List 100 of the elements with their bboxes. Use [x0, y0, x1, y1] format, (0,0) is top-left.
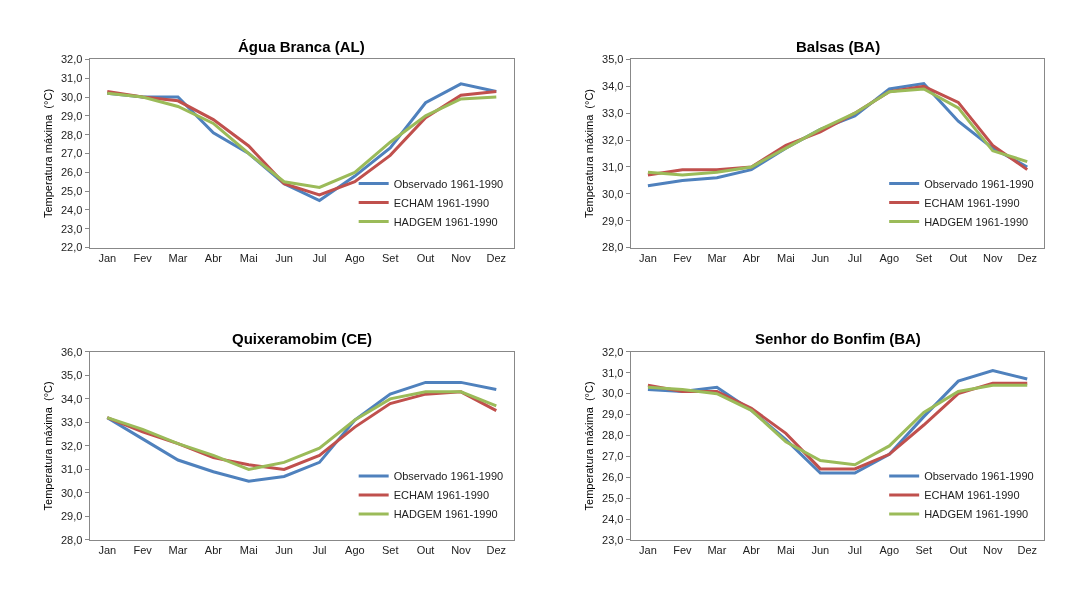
y-tick-label: 28,0 — [602, 429, 624, 442]
y-tick-label: 24,0 — [602, 512, 624, 525]
x-tick-label: Dez — [1017, 251, 1038, 264]
y-tick-label: 30,0 — [602, 387, 624, 400]
x-tick-label: Out — [949, 544, 968, 557]
y-tick-label: 29,0 — [60, 510, 83, 523]
x-tick-label: Fev — [673, 544, 693, 557]
x-tick-label: Nov — [451, 544, 472, 557]
x-tick-label: Dez — [486, 251, 507, 264]
y-tick-label: 31,0 — [60, 72, 83, 85]
y-tick-label: 33,0 — [60, 416, 83, 429]
y-tick-label: 29,0 — [602, 214, 624, 227]
y-tick-label: 32,0 — [602, 133, 624, 146]
x-tick-label: Mar — [707, 544, 727, 557]
x-tick-label: Fev — [133, 544, 153, 557]
y-tick-label: 33,0 — [602, 107, 624, 120]
chart-title: Água Branca (AL) — [238, 38, 365, 55]
x-tick-label: Ago — [879, 251, 900, 264]
y-tick-label: 28,0 — [60, 533, 83, 546]
x-tick-label: Jun — [811, 251, 830, 264]
y-tick-label: 26,0 — [602, 471, 624, 484]
legend-label: ECHAM 1961-1990 — [924, 196, 1020, 209]
legend-label: Observado 1961-1990 — [924, 177, 1034, 190]
x-tick-label: Fev — [673, 251, 693, 264]
y-tick-label: 30,0 — [602, 187, 624, 200]
x-tick-label: Dez — [1017, 544, 1038, 557]
y-axis-title: Temperatura máxima (°C) — [582, 88, 595, 219]
x-tick-label: Jun — [275, 544, 293, 557]
y-tick-label: 25,0 — [602, 492, 624, 505]
x-tick-label: Nov — [982, 544, 1004, 557]
x-tick-label: Jul — [312, 251, 327, 264]
x-tick-label: Mai — [776, 544, 795, 557]
y-tick-label: 22,0 — [60, 241, 83, 254]
y-axis-title: Temperatura máxima (°C) — [41, 381, 54, 511]
y-tick-label: 35,0 — [60, 369, 83, 382]
legend-label: ECHAM 1961-1990 — [924, 489, 1020, 502]
x-tick-label: Nov — [451, 251, 472, 264]
x-tick-label: Jul — [312, 544, 327, 557]
y-tick-label: 32,0 — [602, 345, 624, 358]
x-tick-label: Mai — [239, 544, 258, 557]
legend-label: Observado 1961-1990 — [924, 470, 1034, 483]
x-tick-label: Out — [416, 251, 435, 264]
y-tick-label: 26,0 — [60, 166, 83, 179]
x-tick-label: Abr — [742, 251, 761, 264]
x-tick-label: Ago — [345, 544, 365, 557]
y-tick-label: 31,0 — [60, 463, 83, 476]
y-tick-label: 27,0 — [602, 450, 624, 463]
x-tick-label: Mar — [168, 544, 188, 557]
y-tick-label: 30,0 — [60, 486, 83, 499]
x-tick-label: Mar — [168, 251, 188, 264]
x-tick-label: Jul — [847, 544, 862, 557]
x-tick-label: Abr — [742, 544, 761, 557]
x-tick-label: Nov — [982, 251, 1004, 264]
x-tick-label: Out — [416, 544, 435, 557]
x-tick-label: Set — [915, 251, 933, 264]
legend-label: Observado 1961-1990 — [393, 470, 504, 483]
x-tick-label: Jan — [639, 251, 657, 264]
y-tick-label: 29,0 — [60, 109, 83, 122]
x-tick-label: Dez — [486, 544, 507, 557]
y-tick-label: 28,0 — [602, 241, 624, 254]
chart-title: Senhor do Bonfim (BA) — [755, 330, 921, 347]
x-tick-label: Abr — [204, 544, 223, 557]
legend-label: ECHAM 1961-1990 — [393, 489, 490, 502]
x-tick-label: Ago — [879, 544, 900, 557]
x-tick-label: Mai — [776, 251, 795, 264]
x-tick-label: Fev — [133, 251, 153, 264]
x-tick-label: Jun — [811, 544, 830, 557]
legend-label: ECHAM 1961-1990 — [393, 196, 490, 209]
y-tick-label: 34,0 — [60, 392, 83, 405]
y-tick-label: 23,0 — [60, 222, 83, 235]
y-tick-label: 31,0 — [602, 366, 624, 379]
y-tick-label: 30,0 — [60, 90, 83, 103]
y-axis-title: Temperatura máxima (°C) — [582, 381, 595, 511]
x-tick-label: Set — [381, 544, 399, 557]
y-tick-label: 34,0 — [602, 80, 624, 93]
legend-label: HADGEM 1961-1990 — [924, 508, 1029, 521]
x-tick-label: Out — [949, 251, 968, 264]
chart-title: Quixeramobim (CE) — [232, 330, 373, 347]
y-tick-label: 23,0 — [602, 533, 624, 546]
y-tick-label: 36,0 — [60, 345, 83, 358]
x-tick-label: Jan — [98, 251, 117, 264]
y-tick-label: 24,0 — [60, 203, 83, 216]
x-tick-label: Mai — [239, 251, 258, 264]
x-tick-label: Jun — [275, 251, 293, 264]
y-tick-label: 31,0 — [602, 160, 624, 173]
y-tick-label: 28,0 — [60, 128, 83, 141]
x-tick-label: Abr — [204, 251, 223, 264]
y-axis-title: Temperatura máxima (°C) — [41, 88, 54, 219]
x-tick-label: Ago — [345, 251, 365, 264]
legend-label: HADGEM 1961-1990 — [924, 215, 1029, 228]
legend-label: Observado 1961-1990 — [393, 177, 504, 190]
x-tick-label: Mar — [707, 251, 727, 264]
x-tick-label: Set — [381, 251, 399, 264]
y-tick-label: 25,0 — [60, 185, 83, 197]
x-tick-label: Jan — [639, 544, 657, 557]
x-tick-label: Jul — [847, 251, 862, 264]
y-tick-label: 29,0 — [602, 408, 624, 421]
y-tick-label: 32,0 — [60, 53, 83, 66]
y-tick-label: 27,0 — [60, 147, 83, 160]
y-tick-label: 32,0 — [60, 439, 83, 452]
